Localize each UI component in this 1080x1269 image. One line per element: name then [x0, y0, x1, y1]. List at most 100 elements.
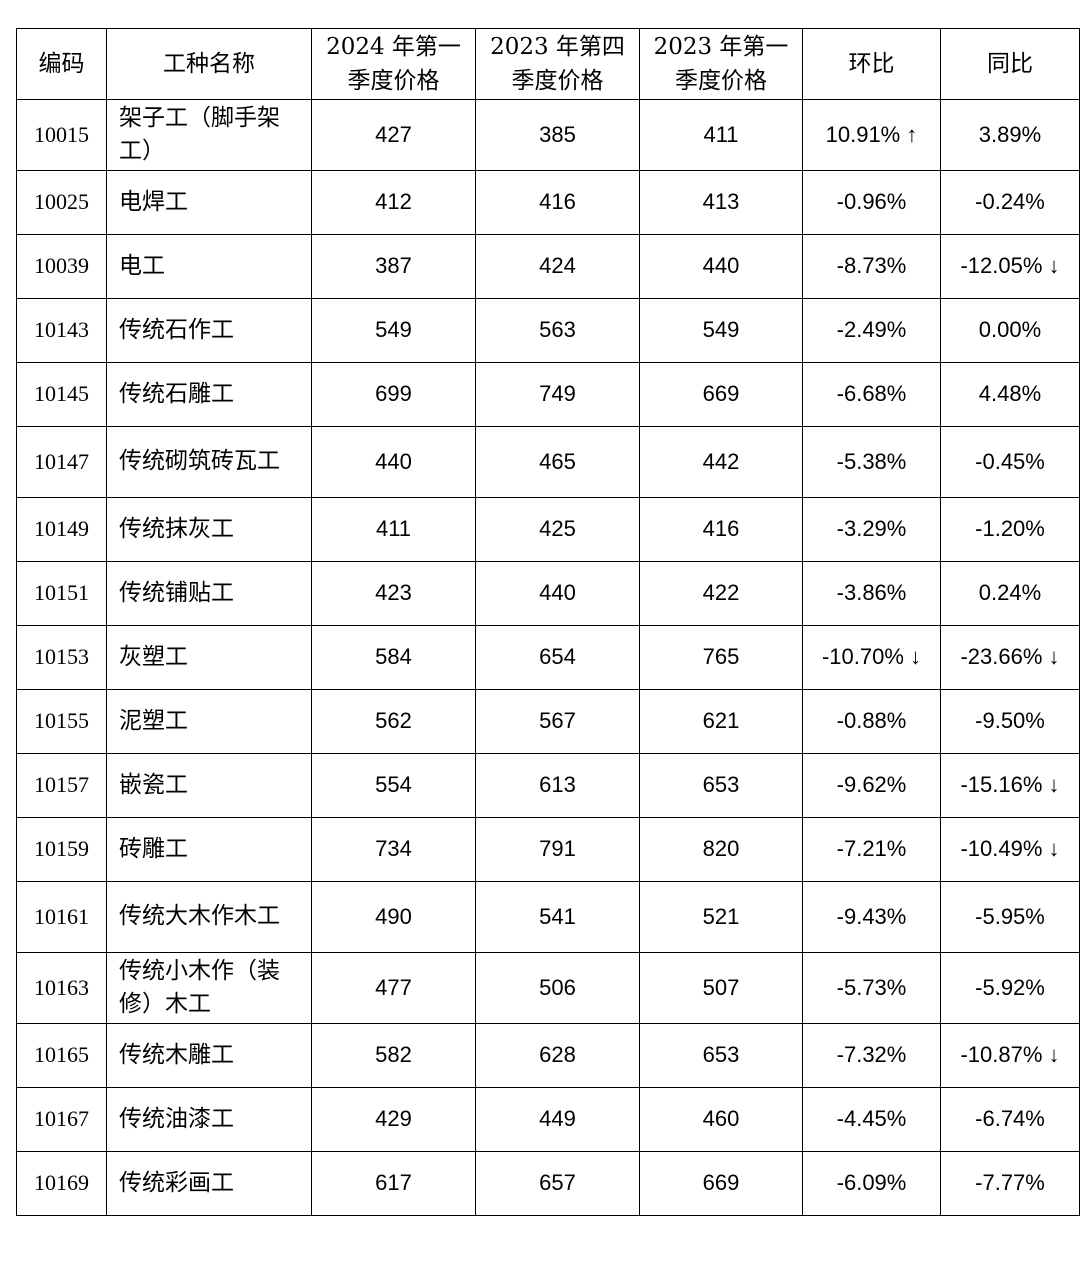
cell-q1-2024: 582 — [311, 1023, 476, 1088]
table-row: 10145 传统石雕工 699 749 669 -6.68% 4.48% — [16, 362, 1080, 427]
cell-q1-2024: 387 — [311, 234, 476, 299]
cell-name: 电焊工 — [106, 170, 312, 235]
cell-q4-2023: 416 — [475, 170, 640, 235]
cell-qoq: -9.43% — [802, 881, 941, 953]
cell-q4-2023: 613 — [475, 753, 640, 818]
cell-q1-2023: 413 — [639, 170, 803, 235]
table-row: 10163 传统小木作（装修）木工 477 506 507 -5.73% -5.92% — [16, 952, 1080, 1024]
cell-q1-2023: 521 — [639, 881, 803, 953]
cell-q4-2023: 424 — [475, 234, 640, 299]
cell-yoy: -23.66% ↓ — [940, 625, 1080, 690]
cell-yoy: -10.49% ↓ — [940, 817, 1080, 882]
cell-q1-2023: 765 — [639, 625, 803, 690]
cell-q4-2023: 385 — [475, 99, 640, 171]
cell-code: 10157 — [16, 753, 107, 818]
cell-q1-2024: 617 — [311, 1151, 476, 1216]
cell-code: 10015 — [16, 99, 107, 171]
cell-q4-2023: 749 — [475, 362, 640, 427]
cell-q1-2023: 416 — [639, 497, 803, 562]
cell-qoq: -9.62% — [802, 753, 941, 818]
cell-code: 10153 — [16, 625, 107, 690]
cell-qoq: -3.29% — [802, 497, 941, 562]
cell-q1-2024: 490 — [311, 881, 476, 953]
cell-q1-2023: 460 — [639, 1087, 803, 1152]
cell-q1-2023: 440 — [639, 234, 803, 299]
cell-q4-2023: 506 — [475, 952, 640, 1024]
cell-yoy: -0.45% — [940, 426, 1080, 498]
cell-yoy: -0.24% — [940, 170, 1080, 235]
cell-yoy: -5.92% — [940, 952, 1080, 1024]
cell-name: 传统彩画工 — [106, 1151, 312, 1216]
cell-q1-2023: 820 — [639, 817, 803, 882]
cell-code: 10163 — [16, 952, 107, 1024]
cell-code: 10169 — [16, 1151, 107, 1216]
cell-code: 10039 — [16, 234, 107, 299]
cell-q1-2024: 423 — [311, 561, 476, 626]
table-row: 10025 电焊工 412 416 413 -0.96% -0.24% — [16, 170, 1080, 235]
cell-name: 电工 — [106, 234, 312, 299]
cell-q1-2023: 669 — [639, 1151, 803, 1216]
cell-q1-2023: 442 — [639, 426, 803, 498]
cell-q1-2024: 477 — [311, 952, 476, 1024]
cell-qoq: 10.91% ↑ — [802, 99, 941, 171]
cell-q4-2023: 791 — [475, 817, 640, 882]
cell-yoy: -9.50% — [940, 689, 1080, 754]
table-row: 10151 传统铺贴工 423 440 422 -3.86% 0.24% — [16, 561, 1080, 626]
table-row: 10015 架子工（脚手架工） 427 385 411 10.91% ↑ 3.89% — [16, 99, 1080, 171]
cell-name: 传统小木作（装修）木工 — [106, 952, 312, 1024]
cell-qoq: -5.38% — [802, 426, 941, 498]
header-code: 编码 — [16, 28, 107, 100]
cell-name: 架子工（脚手架工） — [106, 99, 312, 171]
cell-q4-2023: 541 — [475, 881, 640, 953]
cell-yoy: -5.95% — [940, 881, 1080, 953]
cell-qoq: -2.49% — [802, 298, 941, 363]
cell-q4-2023: 563 — [475, 298, 640, 363]
cell-q4-2023: 657 — [475, 1151, 640, 1216]
header-q1-2023: 2023 年第一季度价格 — [639, 28, 803, 100]
cell-qoq: -0.88% — [802, 689, 941, 754]
cell-code: 10151 — [16, 561, 107, 626]
cell-qoq: -10.70% ↓ — [802, 625, 941, 690]
cell-q1-2024: 562 — [311, 689, 476, 754]
cell-qoq: -4.45% — [802, 1087, 941, 1152]
table-row: 10159 砖雕工 734 791 820 -7.21% -10.49% ↓ — [16, 817, 1080, 882]
cell-yoy: 0.00% — [940, 298, 1080, 363]
cell-q1-2024: 734 — [311, 817, 476, 882]
cell-q1-2023: 411 — [639, 99, 803, 171]
cell-q1-2023: 669 — [639, 362, 803, 427]
cell-code: 10143 — [16, 298, 107, 363]
cell-q4-2023: 440 — [475, 561, 640, 626]
table-row: 10155 泥塑工 562 567 621 -0.88% -9.50% — [16, 689, 1080, 754]
cell-name: 传统铺贴工 — [106, 561, 312, 626]
cell-code: 10149 — [16, 497, 107, 562]
cell-qoq: -6.68% — [802, 362, 941, 427]
cell-qoq: -0.96% — [802, 170, 941, 235]
cell-q1-2023: 653 — [639, 1023, 803, 1088]
cell-yoy: 0.24% — [940, 561, 1080, 626]
cell-q1-2023: 422 — [639, 561, 803, 626]
cell-code: 10145 — [16, 362, 107, 427]
cell-name: 传统木雕工 — [106, 1023, 312, 1088]
cell-name: 泥塑工 — [106, 689, 312, 754]
header-q1-2024: 2024 年第一季度价格 — [311, 28, 476, 100]
table-row: 10039 电工 387 424 440 -8.73% -12.05% ↓ — [16, 234, 1080, 299]
cell-qoq: -7.32% — [802, 1023, 941, 1088]
cell-qoq: -3.86% — [802, 561, 941, 626]
table-body: 10015 架子工（脚手架工） 427 385 411 10.91% ↑ 3.89% 1002… — [16, 99, 1080, 1216]
cell-q1-2023: 507 — [639, 952, 803, 1024]
cell-code: 10155 — [16, 689, 107, 754]
header-row: 编码 工种名称 2024 年第一季度价格 2023 年第四季度价格 2023 年… — [16, 28, 1080, 100]
cell-yoy: -7.77% — [940, 1151, 1080, 1216]
cell-name: 传统抹灰工 — [106, 497, 312, 562]
cell-name: 传统石作工 — [106, 298, 312, 363]
cell-qoq: -8.73% — [802, 234, 941, 299]
cell-q1-2024: 411 — [311, 497, 476, 562]
header-q4-2023: 2023 年第四季度价格 — [475, 28, 640, 100]
header-yoy: 同比 — [940, 28, 1080, 100]
cell-name: 砖雕工 — [106, 817, 312, 882]
cell-name: 传统油漆工 — [106, 1087, 312, 1152]
cell-q4-2023: 628 — [475, 1023, 640, 1088]
cell-name: 嵌瓷工 — [106, 753, 312, 818]
cell-q1-2024: 699 — [311, 362, 476, 427]
cell-q4-2023: 449 — [475, 1087, 640, 1152]
